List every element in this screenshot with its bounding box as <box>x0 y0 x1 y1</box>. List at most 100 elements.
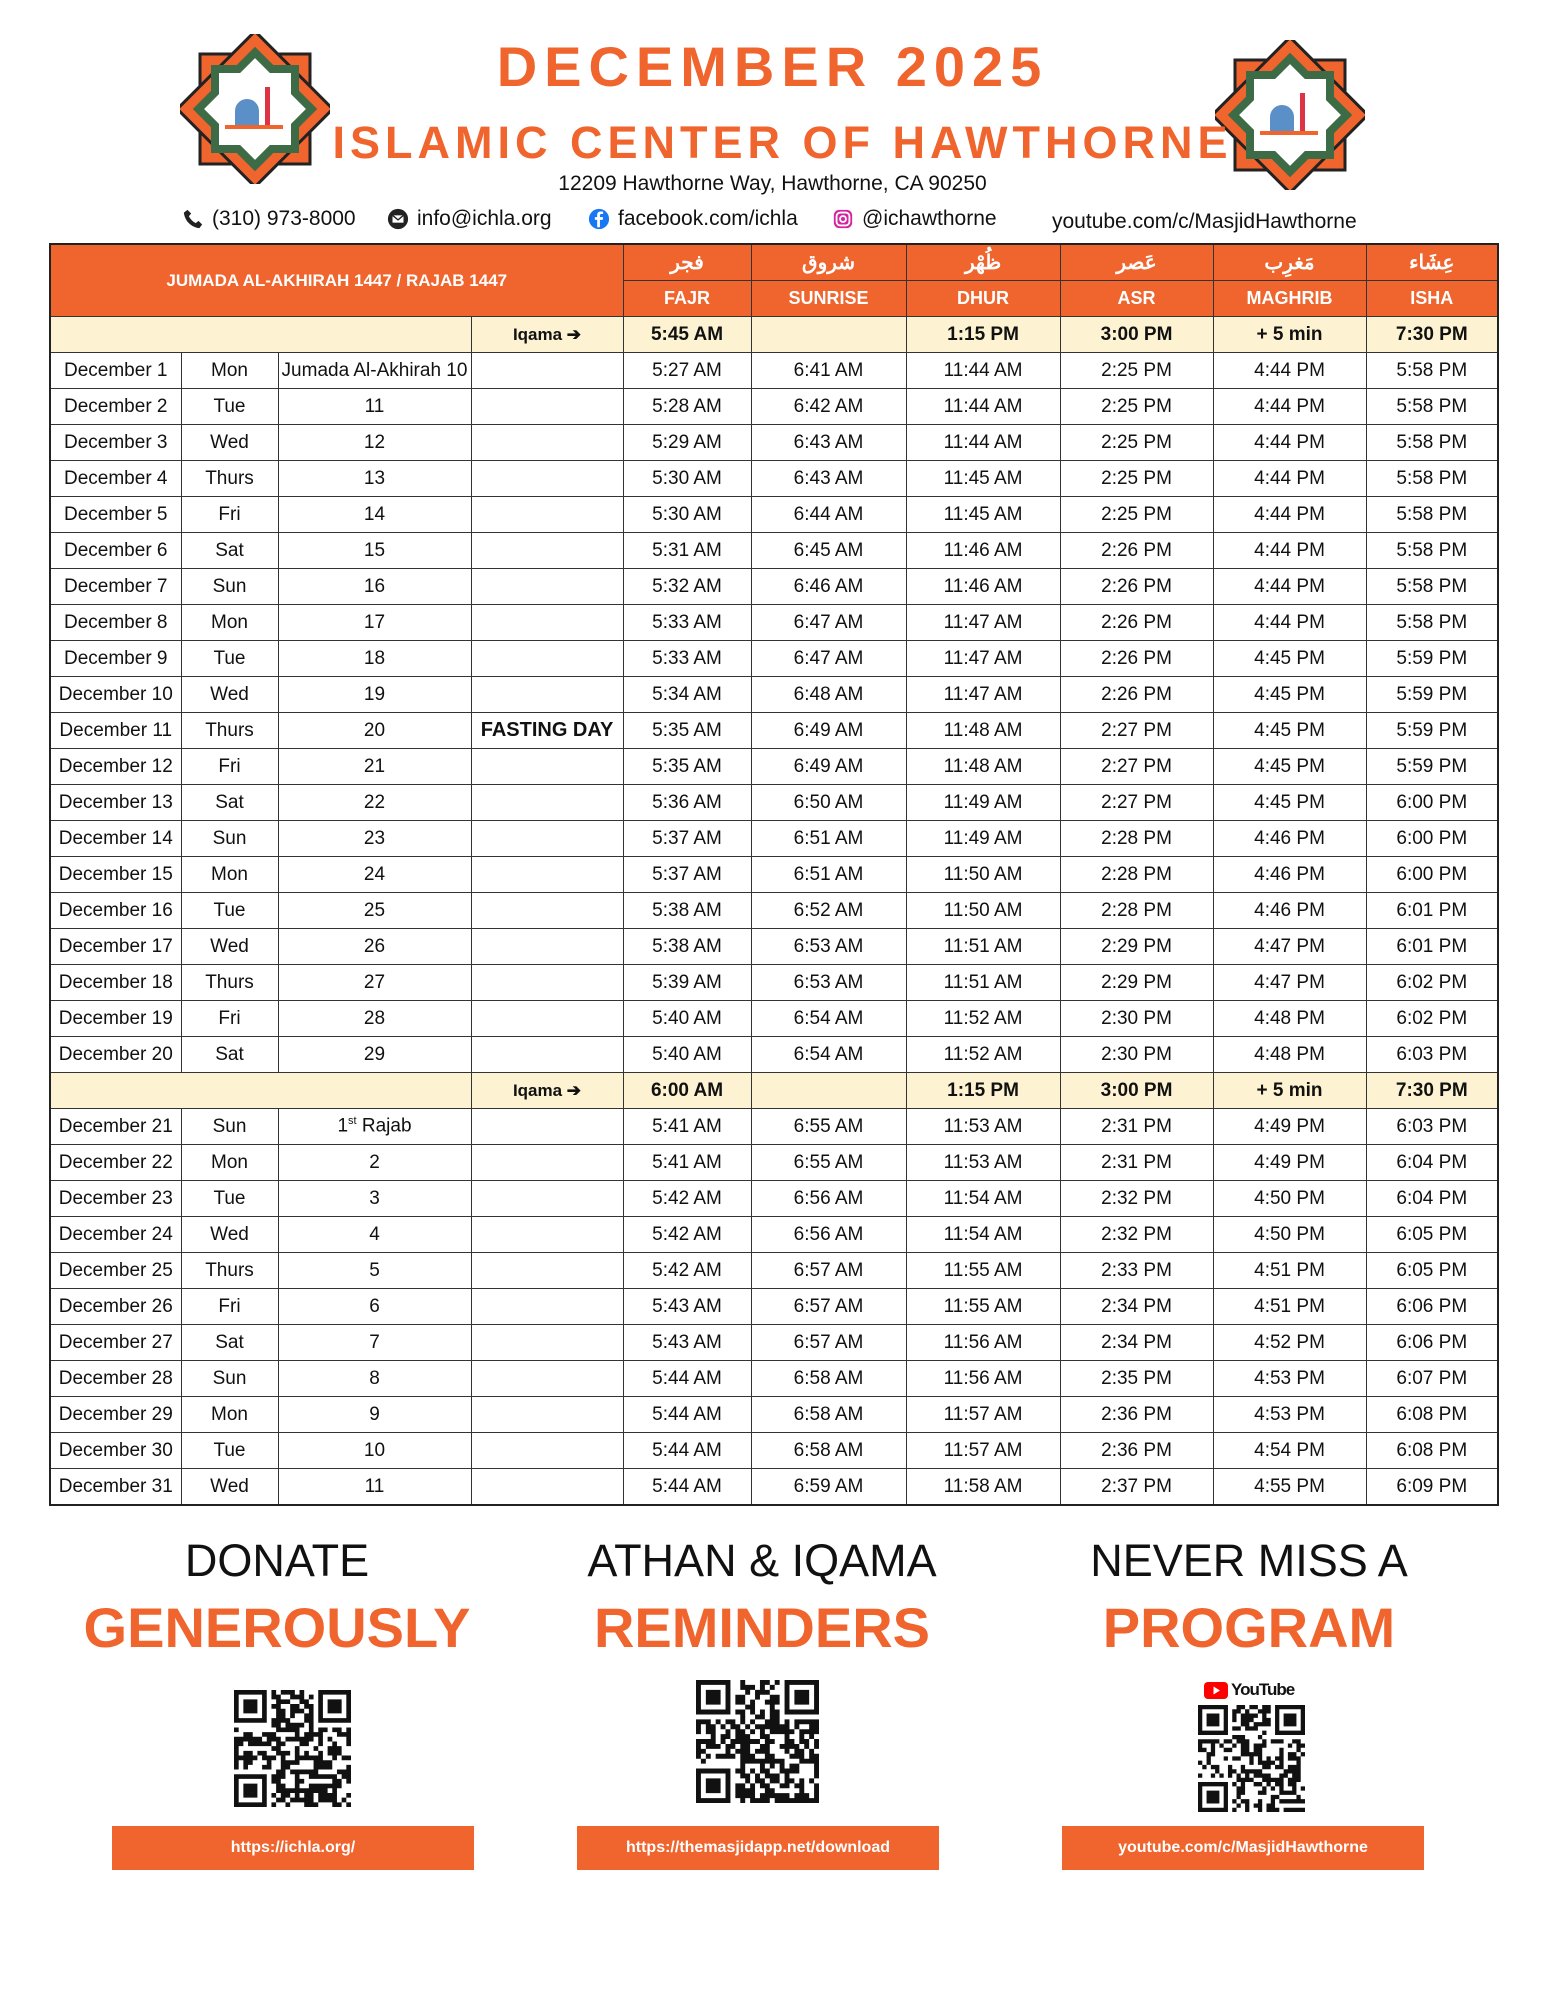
day-row: December 25 Thurs 5 5:42 AM 6:57 AM 11:55 AM 2… <box>49 1252 1499 1289</box>
hijri-date: 11 <box>277 388 472 425</box>
prayer-time: 5:42 AM <box>622 1180 752 1217</box>
link-button[interactable]: https://ichla.org/ <box>112 1826 474 1870</box>
prayer-time: 11:51 AM <box>905 928 1061 965</box>
prayer-time: 11:44 AM <box>905 424 1061 461</box>
date: December 31 <box>49 1468 182 1506</box>
weekday: Mon <box>180 604 279 641</box>
date: December 15 <box>49 856 182 893</box>
logo-left <box>180 34 330 184</box>
weekday: Tue <box>180 640 279 677</box>
date: December 4 <box>49 460 182 497</box>
day-row: December 4 Thurs 13 5:30 AM 6:43 AM 11:45 AM 2… <box>49 460 1499 497</box>
hijri-date: 6 <box>277 1288 472 1325</box>
day-row: December 17 Wed 26 5:38 AM 6:53 AM 11:51 AM 2:… <box>49 928 1499 965</box>
prayer-time: 2:28 PM <box>1059 856 1214 893</box>
qr-code <box>234 1690 351 1807</box>
prayer-time: 2:26 PM <box>1059 568 1214 605</box>
prayer-time: 11:56 AM <box>905 1360 1061 1397</box>
prayer-time: 6:47 AM <box>750 604 907 641</box>
note <box>470 352 624 389</box>
prayer-time: 6:04 PM <box>1365 1144 1499 1181</box>
prayer-time: 5:58 PM <box>1365 532 1499 569</box>
note <box>470 532 624 569</box>
prayer-time: 4:44 PM <box>1212 496 1367 533</box>
prayer-time: 5:58 PM <box>1365 460 1499 497</box>
date: December 30 <box>49 1432 182 1469</box>
hijri-date: 14 <box>277 496 472 533</box>
address: 12209 Hawthorne Way, Hawthorne, CA 90250 <box>558 172 987 195</box>
prayer-time: 2:26 PM <box>1059 640 1214 677</box>
prayer-time: 6:58 AM <box>750 1432 907 1469</box>
prayer-time: 11:45 AM <box>905 496 1061 533</box>
hijri-date: 28 <box>277 1000 472 1037</box>
youtube-label: YouTube <box>1231 1680 1295 1699</box>
prayer-time: 6:08 PM <box>1365 1396 1499 1433</box>
prayer-time: 5:32 AM <box>622 568 752 605</box>
note <box>470 1108 624 1145</box>
weekday: Tue <box>180 1432 279 1469</box>
prayer-time: 2:28 PM <box>1059 892 1214 929</box>
prayer-time: 5:44 AM <box>622 1468 752 1506</box>
link-button[interactable]: https://themasjidapp.net/download <box>577 1826 939 1870</box>
weekday: Sat <box>180 532 279 569</box>
prayer-time: 5:58 PM <box>1365 496 1499 533</box>
date: December 1 <box>49 352 182 389</box>
date: December 12 <box>49 748 182 785</box>
day-row: December 29 Mon 9 5:44 AM 6:58 AM 11:57 AM 2:3… <box>49 1396 1499 1433</box>
arabic-name: مَغرِب <box>1212 243 1367 281</box>
prayer-time: 11:57 AM <box>905 1432 1061 1469</box>
prayer-time: 2:32 PM <box>1059 1180 1214 1217</box>
hijri-date: 13 <box>277 460 472 497</box>
prayer-time: 5:44 AM <box>622 1360 752 1397</box>
date: December 27 <box>49 1324 182 1361</box>
youtube-badge: YouTube <box>1204 1680 1295 1700</box>
phone-text: (310) 973-8000 <box>212 207 356 230</box>
prayer-time: 11:55 AM <box>905 1252 1061 1289</box>
prayer-time: 4:44 PM <box>1212 532 1367 569</box>
promo: DONATE GENEROUSLY <box>47 1535 507 1660</box>
note <box>470 748 624 785</box>
youtube-icon <box>1204 1681 1228 1699</box>
prayer-time: 11:46 AM <box>905 532 1061 569</box>
iqama-row: Iqama ➔ 6:00 AM 1:15 PM 3:00 PM + 5 min 7:30 … <box>49 1072 1499 1109</box>
prayer-time: 6:41 AM <box>750 352 907 389</box>
note <box>470 856 624 893</box>
prayer-time: 5:35 AM <box>622 748 752 785</box>
day-row: December 24 Wed 4 5:42 AM 6:56 AM 11:54 AM 2:3… <box>49 1216 1499 1253</box>
arabic-name: عِشَاء <box>1365 243 1499 281</box>
date: December 3 <box>49 424 182 461</box>
date: December 10 <box>49 676 182 713</box>
date: December 7 <box>49 568 182 605</box>
note <box>470 892 624 929</box>
facebook: facebook.com/ichla <box>588 207 798 231</box>
day-row: December 31 Wed 11 5:44 AM 6:59 AM 11:58 AM 2:… <box>49 1468 1499 1506</box>
prayer-time: 11:50 AM <box>905 892 1061 929</box>
prayer-time: 4:46 PM <box>1212 856 1367 893</box>
prayer-time: 5:30 AM <box>622 496 752 533</box>
email-text: info@ichla.org <box>417 207 552 230</box>
youtube-text: youtube.com/c/MasjidHawthorne <box>1052 210 1357 233</box>
prayer-time: 11:56 AM <box>905 1324 1061 1361</box>
prayer-time: 6:57 AM <box>750 1288 907 1325</box>
iqama-time <box>750 1072 907 1109</box>
iqama-label: Iqama ➔ <box>470 1072 624 1109</box>
prayer-time: 4:45 PM <box>1212 784 1367 821</box>
prayer-time: 6:05 PM <box>1365 1252 1499 1289</box>
hijri-date: 8 <box>277 1360 472 1397</box>
email: info@ichla.org <box>387 207 552 231</box>
prayer-name: ISHA <box>1365 280 1499 317</box>
day-row: December 16 Tue 25 5:38 AM 6:52 AM 11:50 AM 2:… <box>49 892 1499 929</box>
iqama-time: 3:00 PM <box>1059 316 1214 353</box>
prayer-time: 6:51 AM <box>750 856 907 893</box>
prayer-time: 5:30 AM <box>622 460 752 497</box>
hijri-date: 17 <box>277 604 472 641</box>
weekday: Mon <box>180 352 279 389</box>
date: December 2 <box>49 388 182 425</box>
hijri-date: 7 <box>277 1324 472 1361</box>
note <box>470 1252 624 1289</box>
prayer-time: 5:33 AM <box>622 604 752 641</box>
link-button[interactable]: youtube.com/c/MasjidHawthorne <box>1062 1826 1424 1870</box>
prayer-time: 4:45 PM <box>1212 748 1367 785</box>
prayer-time: 4:49 PM <box>1212 1108 1367 1145</box>
prayer-time: 6:47 AM <box>750 640 907 677</box>
